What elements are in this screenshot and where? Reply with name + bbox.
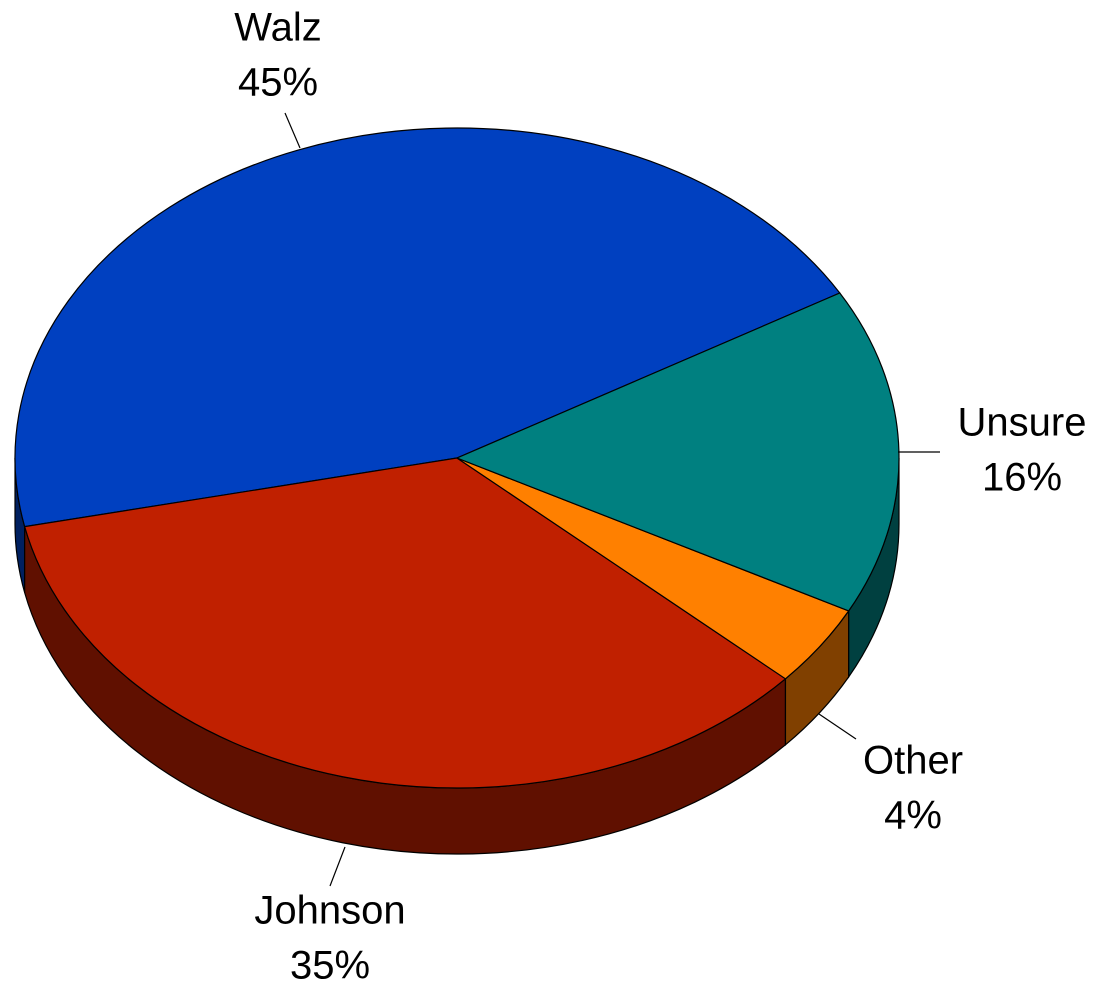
slice-value-label: 16% — [982, 456, 1062, 500]
leader-line — [284, 112, 301, 149]
slice — [23, 457, 787, 789]
slice-label: Johnson — [254, 889, 405, 933]
slice — [14, 127, 841, 528]
slice-value-label: 4% — [884, 794, 942, 838]
pie-tops — [14, 127, 900, 789]
slice-value-label: 45% — [238, 61, 318, 105]
slice-value-label: 35% — [290, 944, 370, 987]
slice-label: Other — [863, 739, 963, 783]
leader-line — [329, 846, 346, 887]
leader-line — [818, 713, 857, 740]
slice — [455, 292, 900, 612]
slice-label: Unsure — [958, 401, 1087, 445]
slice-label: Walz — [234, 6, 321, 50]
